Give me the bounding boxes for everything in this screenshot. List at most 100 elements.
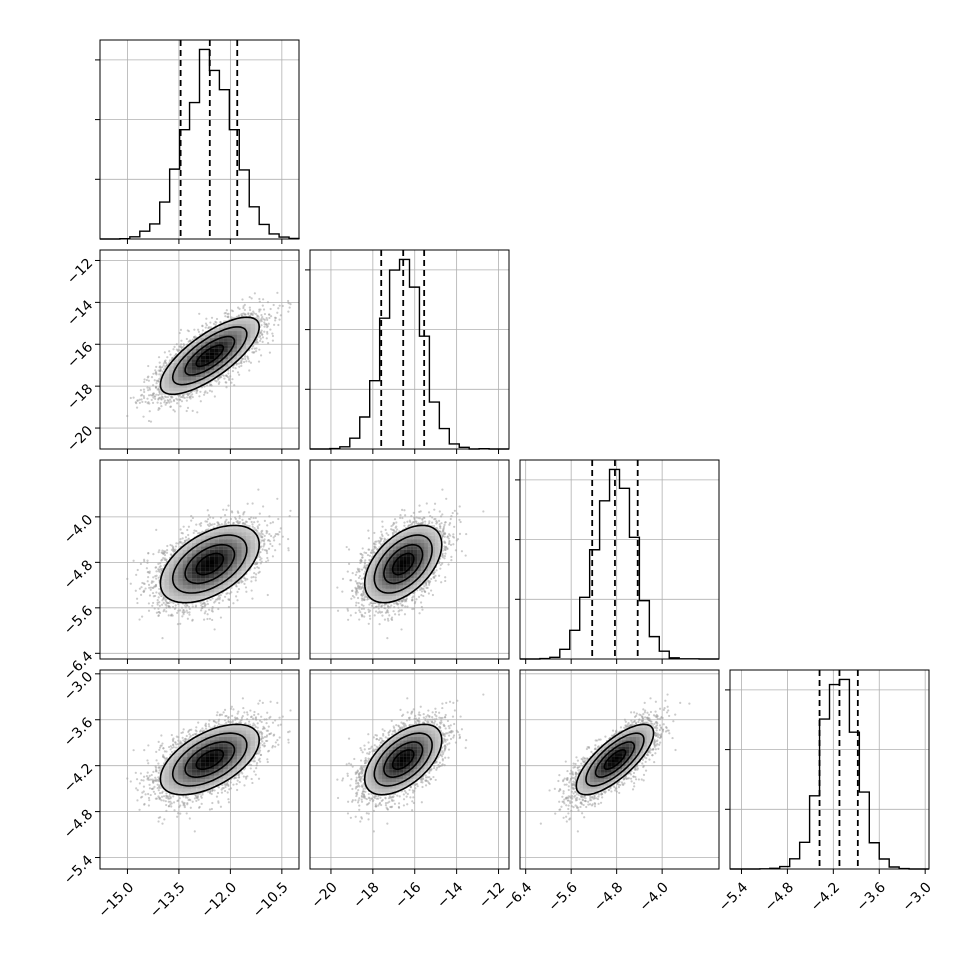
sample-point (142, 416, 144, 418)
sample-point (218, 381, 220, 383)
sample-point (278, 319, 280, 321)
density-cell (205, 352, 210, 356)
sample-point (179, 332, 181, 334)
sample-point (140, 398, 142, 400)
sample-point (184, 397, 186, 399)
sample-point (252, 311, 254, 313)
sample-point (249, 307, 251, 309)
density-cell (241, 320, 246, 324)
density-cell (192, 366, 197, 370)
sample-point (262, 341, 264, 343)
sample-point (257, 489, 259, 491)
sample-point (204, 520, 206, 522)
sample-point (192, 396, 194, 398)
sample-point (251, 348, 253, 350)
sample-point (244, 356, 246, 358)
density-cell (165, 388, 170, 392)
sample-point (167, 399, 169, 401)
sample-point (230, 316, 232, 318)
density-cell (223, 342, 228, 346)
sample-point (151, 605, 153, 607)
panel-0-2 (95, 460, 299, 664)
sample-point (209, 390, 211, 392)
density-cell (178, 388, 183, 392)
sample-point (191, 393, 193, 395)
sample-point (183, 526, 185, 528)
sample-point (178, 345, 180, 347)
sample-point (280, 314, 282, 316)
sample-point (149, 410, 151, 412)
sample-point (240, 313, 242, 315)
sample-point (244, 309, 246, 311)
sample-point (231, 309, 233, 311)
sample-point (181, 615, 183, 617)
sample-point (143, 391, 145, 393)
sample-point (243, 361, 245, 363)
density-cell (237, 335, 242, 339)
sample-point (207, 327, 209, 329)
sample-point (146, 386, 148, 388)
sample-point (258, 360, 260, 362)
sample-point (243, 583, 245, 585)
density-cell (237, 328, 242, 332)
sample-point (126, 415, 128, 417)
density-cell (187, 370, 192, 374)
density-cell (201, 359, 206, 363)
sample-point (255, 350, 257, 352)
sample-point (243, 312, 245, 314)
sample-point (270, 308, 272, 310)
sample-point (161, 396, 163, 398)
density-cell (201, 373, 206, 377)
sample-point (248, 369, 250, 371)
density-cell (251, 324, 256, 328)
sample-point (220, 594, 222, 596)
sample-point (247, 312, 249, 314)
sample-point (216, 318, 218, 320)
sample-point (263, 331, 265, 333)
sample-point (205, 326, 207, 328)
sample-point (198, 331, 200, 333)
sample-point (146, 379, 148, 381)
sample-point (193, 336, 195, 338)
panel-0-0 (95, 40, 299, 244)
density-cell (214, 352, 219, 356)
sample-point (155, 366, 157, 368)
sample-point (244, 358, 246, 360)
sample-point (219, 321, 221, 323)
sample-point (147, 365, 149, 367)
sample-point (154, 379, 156, 381)
sample-point (260, 314, 262, 316)
sample-point (260, 354, 262, 356)
sample-point (160, 405, 162, 407)
sample-point (135, 402, 137, 404)
density-cell (178, 377, 183, 381)
sample-point (288, 302, 290, 304)
sample-point (264, 520, 266, 522)
sample-point (266, 319, 268, 321)
sample-point (188, 614, 190, 616)
sample-point (151, 376, 153, 378)
sample-point (144, 401, 146, 403)
sample-point (238, 366, 240, 368)
sample-point (252, 345, 254, 347)
sample-point (258, 349, 260, 351)
sample-point (168, 614, 170, 616)
sample-point (269, 352, 271, 354)
density-cell (192, 384, 197, 388)
sample-point (192, 410, 194, 412)
sample-point (250, 576, 252, 578)
sample-point (251, 297, 253, 299)
sample-point (148, 420, 150, 422)
sample-point (159, 362, 161, 364)
sample-point (173, 400, 175, 402)
sample-point (167, 396, 169, 398)
sample-point (204, 390, 206, 392)
density-cell (165, 381, 170, 385)
sample-point (150, 394, 152, 396)
sample-point (247, 356, 249, 358)
density-cell (183, 377, 188, 381)
density-cell (251, 335, 256, 339)
sample-point (164, 400, 166, 402)
sample-point (214, 628, 216, 630)
